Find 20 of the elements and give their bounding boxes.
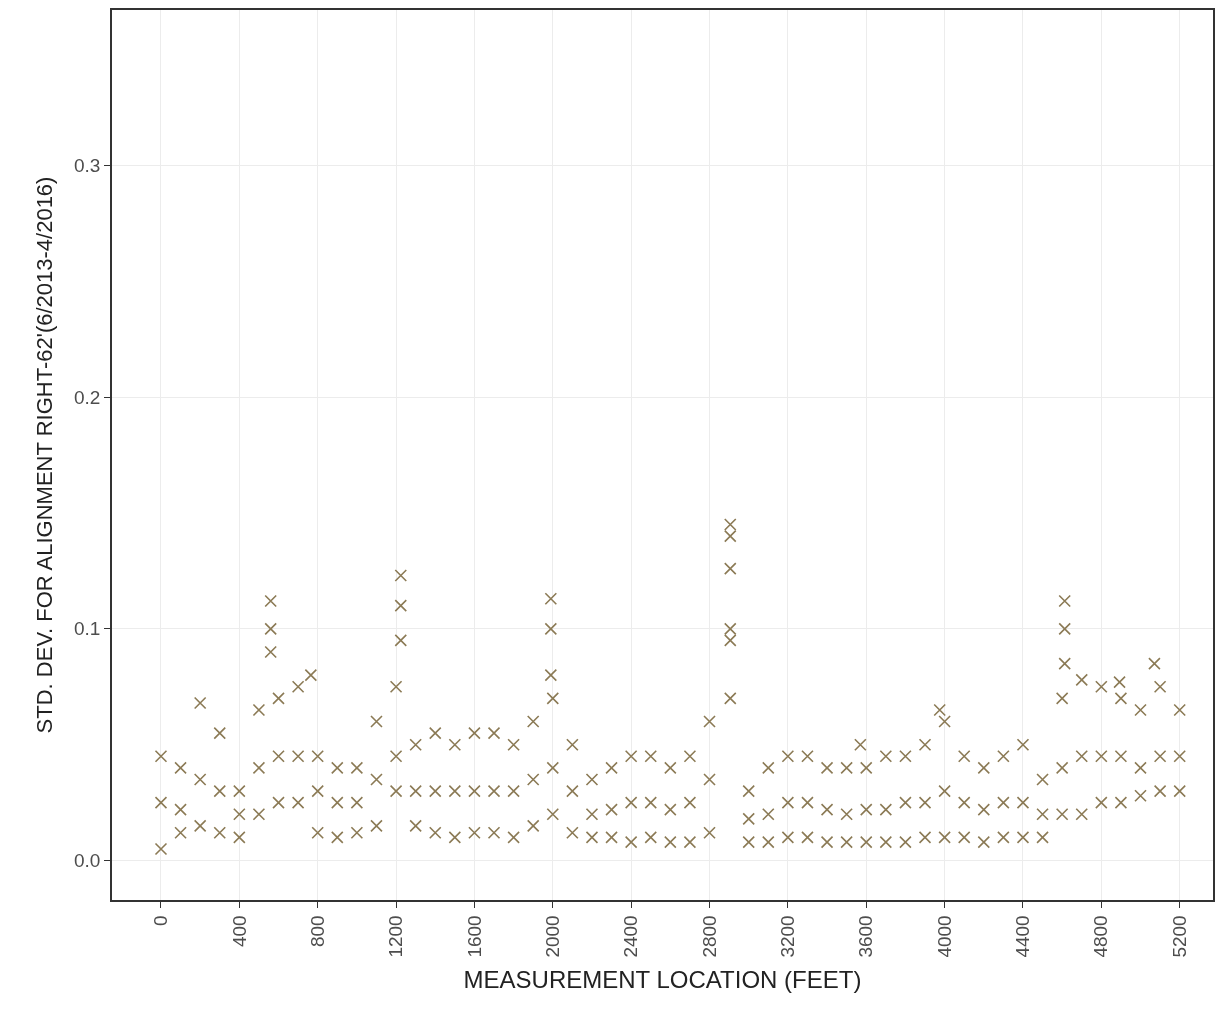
x-tick-label: 1200 xyxy=(385,915,407,958)
x-tick-label: 3600 xyxy=(855,915,877,958)
x-tick-label: 4800 xyxy=(1090,915,1112,958)
x-tick-label: 3200 xyxy=(777,915,799,958)
x-tick-label: 4000 xyxy=(933,915,955,958)
x-tick-label: 1600 xyxy=(463,915,485,958)
x-tick-label: 2400 xyxy=(620,915,642,958)
x-tick-label: 2000 xyxy=(541,915,563,958)
y-axis-title: STD. DEV. FOR ALIGNMENT RIGHT-62'(6/2013-4/2016) xyxy=(32,176,58,734)
y-tick-label: 0.0 xyxy=(74,850,101,872)
x-axis-title: MEASUREMENT LOCATION (FEET) xyxy=(463,966,862,994)
x-tick-label: 0 xyxy=(150,915,172,926)
y-tick-label: 0.1 xyxy=(74,618,101,640)
x-tick-label: 2800 xyxy=(698,915,720,958)
x-tick-label: 800 xyxy=(306,915,328,948)
x-tick-label: 400 xyxy=(228,915,250,948)
x-tick-label: 5200 xyxy=(1168,915,1190,958)
y-tick-label: 0.2 xyxy=(74,386,101,408)
y-tick-label: 0.3 xyxy=(74,154,101,176)
x-tick-label: 4400 xyxy=(1012,915,1034,958)
